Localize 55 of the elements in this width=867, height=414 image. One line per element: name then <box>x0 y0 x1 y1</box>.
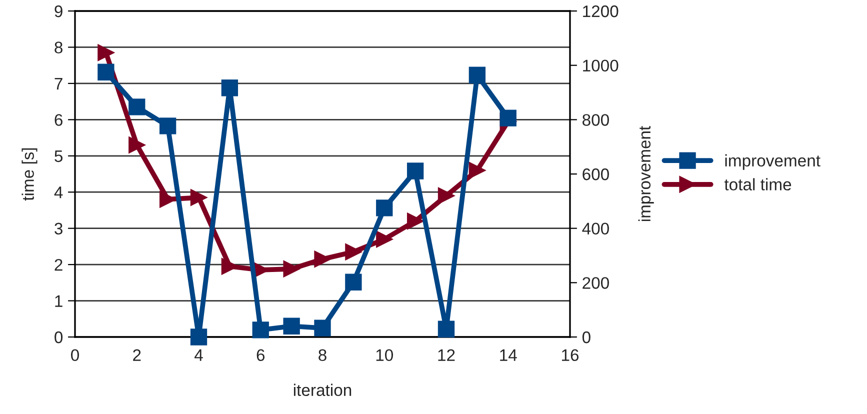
y2-axis-title: improvement <box>638 126 654 222</box>
x-tick-label: 14 <box>500 349 517 361</box>
point <box>190 189 208 206</box>
x-tick-label: 12 <box>438 349 455 361</box>
y-tick-label: 6 <box>54 114 62 126</box>
point <box>283 260 300 278</box>
point <box>345 274 362 290</box>
x-tick-label: 10 <box>376 349 393 362</box>
point <box>314 250 331 268</box>
y2-tick-label: 1200 <box>583 5 618 18</box>
y-tick-label: 8 <box>54 42 62 54</box>
point <box>438 187 455 204</box>
point <box>376 230 393 248</box>
point <box>468 66 486 84</box>
y2-tick-label: 600 <box>582 168 609 180</box>
point <box>406 162 424 180</box>
x-tick-label: 2 <box>133 349 141 361</box>
y-tick-label: 4 <box>54 186 63 198</box>
y2-tick-label: 0 <box>582 331 590 344</box>
point <box>98 64 114 80</box>
legend-label: improvement <box>725 154 820 170</box>
y-tick-label: 0 <box>54 331 63 344</box>
point <box>406 212 424 230</box>
legend-label: total time <box>724 178 792 190</box>
point <box>345 244 362 260</box>
point <box>252 322 269 338</box>
y-tick-label: 5 <box>54 150 62 162</box>
y2-tick-label: 1000 <box>583 60 618 72</box>
point <box>128 98 146 116</box>
y-tick-label: 2 <box>54 258 62 271</box>
point <box>221 80 238 96</box>
x-tick-label: 8 <box>318 349 326 362</box>
point <box>376 200 393 216</box>
y2-tick-label: 800 <box>582 114 609 126</box>
y-tick-label: 7 <box>54 78 62 90</box>
y2-tick-label: 400 <box>582 222 609 235</box>
x-tick-label: 16 <box>562 349 579 362</box>
point <box>128 136 146 154</box>
x-tick-label: 0 <box>71 349 79 362</box>
point <box>98 44 114 61</box>
point <box>500 110 516 126</box>
y-tick-label: 1 <box>55 295 62 307</box>
point <box>314 320 331 336</box>
x-tick-label: 4 <box>194 349 203 361</box>
point <box>468 162 486 179</box>
y-tick-label: 3 <box>54 222 62 235</box>
y-axis-title: time [s] <box>22 148 38 201</box>
y-tick-label: 9 <box>54 5 62 18</box>
x-axis-title: iteration <box>294 384 352 396</box>
x-tick-label: 6 <box>256 349 265 362</box>
point <box>283 318 300 334</box>
point <box>438 320 455 338</box>
point <box>159 118 176 134</box>
y2-tick-label: 200 <box>582 277 609 289</box>
point <box>190 328 208 346</box>
